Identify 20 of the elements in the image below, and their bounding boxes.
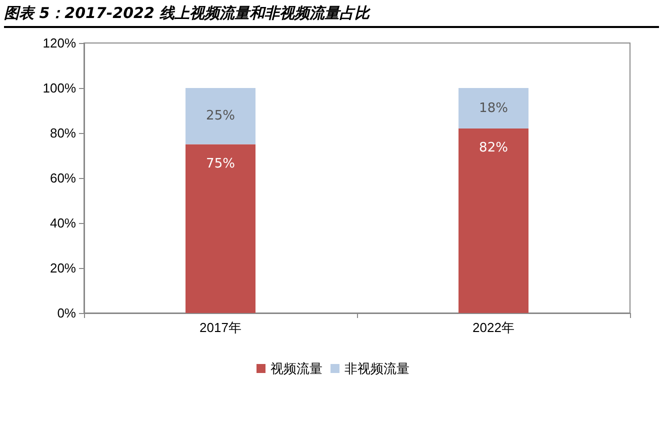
legend-label: 非视频流量 [344, 361, 410, 376]
chart-title: 图表 5：2017-2022 线上视频流量和非视频流量占比 [4, 4, 659, 28]
legend-label: 视频流量 [270, 361, 322, 376]
bar [186, 88, 256, 144]
bar [458, 128, 528, 313]
y-tick-label: 100% [42, 80, 76, 96]
x-tick-label: 2022年 [472, 320, 514, 335]
data-label: 25% [206, 108, 235, 124]
bar [186, 144, 256, 313]
y-tick-label: 80% [50, 126, 76, 140]
y-tick-label: 0% [57, 306, 76, 320]
y-tick-label: 60% [50, 170, 76, 186]
data-label: 18% [479, 100, 508, 116]
data-label: 82% [479, 140, 508, 156]
y-tick-label: 120% [42, 36, 76, 50]
x-tick-label: 2017年 [200, 320, 242, 335]
y-tick-label: 20% [50, 260, 76, 276]
bar [458, 88, 528, 128]
data-label: 75% [206, 156, 235, 172]
y-tick-label: 40% [50, 216, 76, 230]
